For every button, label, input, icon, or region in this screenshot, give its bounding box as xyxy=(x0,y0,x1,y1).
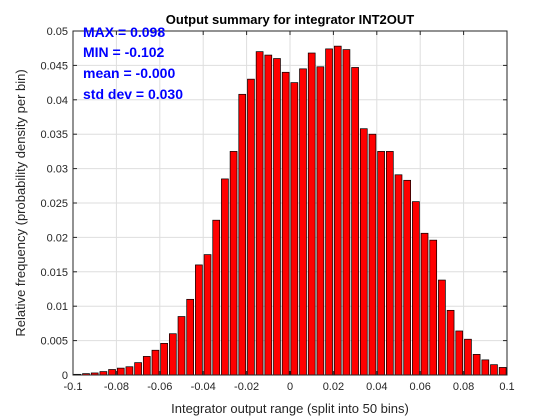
y-tick-label: 0.03 xyxy=(47,164,68,176)
chart-title: Output summary for integrator INT2OUT xyxy=(166,12,415,27)
histogram-bar xyxy=(116,367,125,376)
x-tick-label: 0.08 xyxy=(453,381,474,393)
histogram-bar xyxy=(290,82,299,376)
histogram-bar xyxy=(316,66,325,376)
x-tick-label: -0.1 xyxy=(64,381,83,393)
histogram-bar xyxy=(299,68,307,376)
y-tick-label: 0.05 xyxy=(47,26,68,38)
histogram-bar xyxy=(342,49,351,376)
histogram-bar xyxy=(490,364,498,376)
x-tick-label: 0.06 xyxy=(409,381,430,393)
statistics-annotations: MAX = 0.098 MIN = -0.102 mean = -0.000 s… xyxy=(83,24,183,102)
histogram-bar xyxy=(386,151,394,376)
histogram-bar xyxy=(498,367,507,376)
histogram-bar xyxy=(238,93,247,376)
histogram-bar xyxy=(273,58,281,376)
x-tick-label: 0 xyxy=(287,381,293,393)
histogram-bar xyxy=(307,52,316,376)
x-axis-label: Integrator output range (split into 50 b… xyxy=(171,401,409,416)
histogram-bars xyxy=(73,45,507,376)
x-tick-label: -0.08 xyxy=(104,381,129,393)
histogram-bar xyxy=(429,239,438,376)
histogram-bar xyxy=(195,264,203,376)
histogram-bar xyxy=(351,67,359,376)
x-tick-label: 0.04 xyxy=(366,381,387,393)
histogram-bar xyxy=(420,232,429,376)
histogram-bar xyxy=(177,316,186,376)
histogram-bar xyxy=(99,371,108,376)
y-tick-label: 0.005 xyxy=(40,336,68,348)
histogram-bar xyxy=(203,254,212,376)
x-tick-label: -0.06 xyxy=(147,381,172,393)
y-axis-ticks: 0 0.005 0.01 0.015 0.02 0.025 0.03 0.035 0.04 0.0… xyxy=(40,26,507,382)
histogram-bar xyxy=(169,333,177,376)
histogram-bar xyxy=(134,362,142,376)
y-axis-label: Relative frequency (probability density … xyxy=(13,69,28,336)
histogram-bar xyxy=(359,128,368,376)
x-tick-label: 0.1 xyxy=(499,381,514,393)
stat-mean: mean = -0.000 xyxy=(83,65,175,81)
y-tick-label: 0 xyxy=(62,370,68,382)
y-tick-label: 0.02 xyxy=(47,232,68,244)
histogram-bar xyxy=(325,48,333,376)
stat-max: MAX = 0.098 xyxy=(83,24,165,40)
y-tick-label: 0.025 xyxy=(40,198,68,210)
histogram-bar xyxy=(125,366,134,376)
x-tick-label: 0.02 xyxy=(323,381,344,393)
histogram-bar xyxy=(255,51,264,376)
histogram-bar xyxy=(160,343,168,376)
histogram-bar xyxy=(464,338,472,376)
y-tick-label: 0.035 xyxy=(40,129,68,141)
histogram-bar xyxy=(368,133,377,376)
histogram-bar xyxy=(377,151,385,376)
y-tick-label: 0.04 xyxy=(47,95,68,107)
x-tick-label: -0.02 xyxy=(234,381,259,393)
stat-min: MIN = -0.102 xyxy=(83,44,165,60)
histogram-bar xyxy=(455,330,464,376)
x-axis-ticks: -0.1 -0.08 -0.06 -0.04 -0.02 0 0.02 0.04 0.06 0.0… xyxy=(64,31,515,393)
y-tick-label: 0.015 xyxy=(40,267,68,279)
histogram-bar xyxy=(186,298,195,376)
histogram-bar xyxy=(446,309,455,376)
stat-std-dev: std dev = 0.030 xyxy=(83,86,183,102)
histogram-bar xyxy=(151,349,160,376)
y-tick-label: 0.01 xyxy=(47,301,68,313)
histogram-bar xyxy=(247,78,255,376)
x-tick-label: -0.04 xyxy=(191,381,216,393)
histogram-bar xyxy=(281,71,290,376)
histogram-bar xyxy=(438,279,446,376)
histogram-bar xyxy=(212,219,221,376)
histogram-bar xyxy=(472,354,481,376)
histogram-bar xyxy=(221,178,229,376)
y-tick-label: 0.045 xyxy=(40,60,68,72)
histogram-bar xyxy=(333,45,342,376)
histogram-bar xyxy=(142,356,151,376)
histogram-bar xyxy=(481,359,490,376)
histogram-bar xyxy=(229,151,238,376)
histogram-bar xyxy=(264,54,273,376)
histogram-bar xyxy=(403,179,411,376)
histogram-bar xyxy=(412,201,420,376)
histogram-bar xyxy=(108,369,116,376)
histogram-bar xyxy=(394,174,403,376)
